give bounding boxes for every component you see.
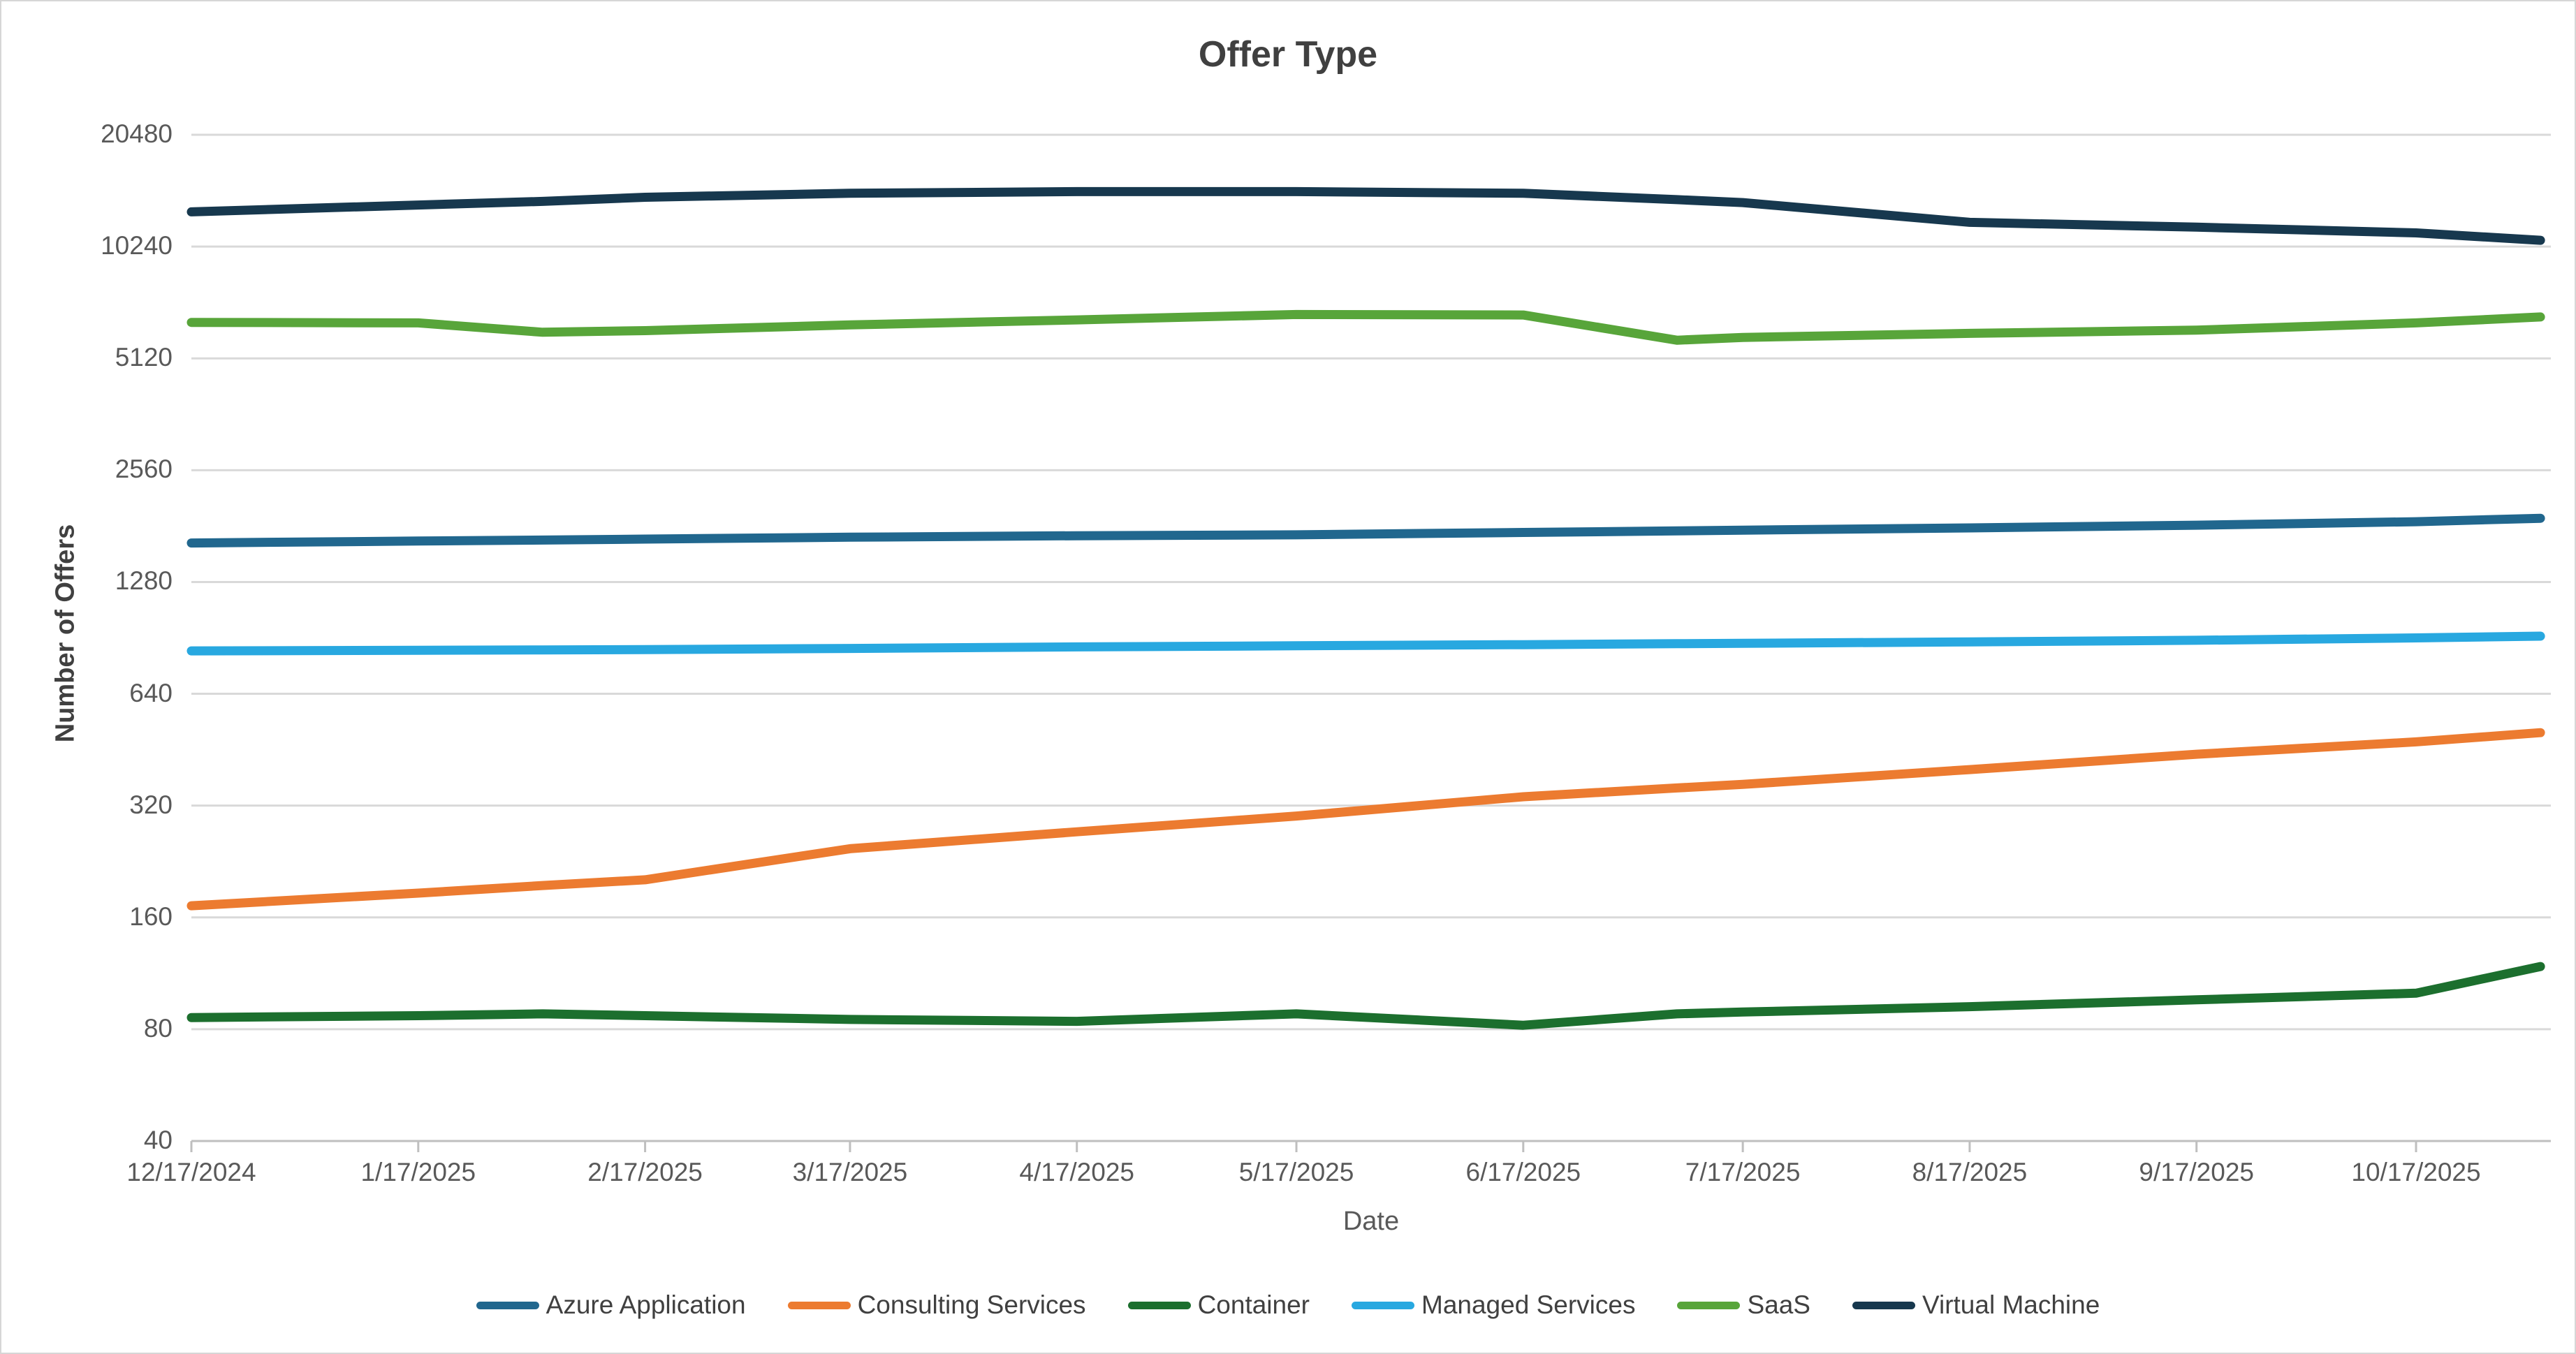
legend-swatch-icon	[787, 1301, 851, 1309]
series-line-virtual-machine	[186, 186, 2545, 245]
legend-swatch-icon	[1852, 1301, 1915, 1309]
legend-swatch-icon	[1352, 1301, 1414, 1309]
legend-label: Virtual Machine	[1922, 1290, 2100, 1319]
x-axis-title: Date	[1342, 1207, 1400, 1236]
x-tick-label: 6/17/2025	[1465, 1158, 1581, 1186]
y-tick-label: 20480	[101, 119, 173, 148]
legend-label: Azure Application	[546, 1290, 746, 1319]
x-tick-label: 4/17/2025	[1019, 1158, 1134, 1186]
legend-item-saas: SaaS	[1677, 1290, 1810, 1320]
x-tick-label: 12/17/2024	[126, 1158, 256, 1186]
series-line-azure-application	[186, 513, 2545, 548]
y-tick-label: 2560	[115, 455, 173, 484]
x-tick-label: 2/17/2025	[587, 1158, 703, 1186]
x-tick-label: 8/17/2025	[1912, 1158, 2028, 1186]
legend-label: SaaS	[1747, 1290, 1810, 1319]
legend-item-container: Container	[1127, 1290, 1310, 1320]
series-line-managed-services	[186, 631, 2545, 656]
legend-label: Managed Services	[1421, 1290, 1636, 1319]
y-tick-label: 10240	[101, 231, 173, 260]
y-tick-label: 5120	[115, 343, 173, 372]
legend-swatch-icon	[476, 1301, 539, 1309]
legend-label: Consulting Services	[857, 1290, 1086, 1319]
series-line-saas	[186, 309, 2545, 345]
y-tick-label: 80	[143, 1013, 173, 1043]
x-tick-label: 5/17/2025	[1238, 1158, 1354, 1186]
series-line-container	[186, 962, 2545, 1030]
x-tick-label: 9/17/2025	[2139, 1158, 2254, 1186]
x-tick-label: 10/17/2025	[2351, 1158, 2481, 1186]
legend-swatch-icon	[1677, 1301, 1741, 1309]
legend-item-managed-services: Managed Services	[1352, 1290, 1635, 1320]
legend-item-azure-application: Azure Application	[476, 1290, 746, 1320]
legend-swatch-icon	[1127, 1301, 1191, 1309]
y-tick-label: 40	[143, 1126, 173, 1154]
y-tick-label: 1280	[115, 566, 173, 596]
x-tick-label: 3/17/2025	[792, 1158, 908, 1186]
legend-item-consulting-services: Consulting Services	[787, 1290, 1086, 1320]
legend-label: Container	[1197, 1290, 1310, 1319]
y-tick-label: 640	[129, 678, 173, 707]
legend-item-virtual-machine: Virtual Machine	[1852, 1290, 2100, 1320]
x-tick-label: 7/17/2025	[1685, 1158, 1801, 1186]
y-tick-label: 160	[129, 902, 173, 931]
x-tick-label: 1/17/2025	[360, 1158, 476, 1186]
y-tick-label: 320	[129, 790, 173, 819]
legend: Azure Application Consulting Services Cont…	[1, 1290, 2575, 1320]
chart-title: Offer Type	[1198, 34, 1378, 75]
series-line-consulting-services	[186, 728, 2545, 911]
